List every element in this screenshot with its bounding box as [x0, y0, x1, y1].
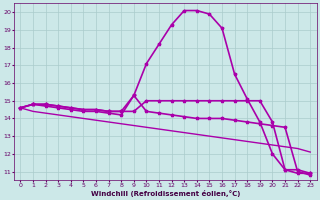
X-axis label: Windchill (Refroidissement éolien,°C): Windchill (Refroidissement éolien,°C) — [91, 190, 240, 197]
